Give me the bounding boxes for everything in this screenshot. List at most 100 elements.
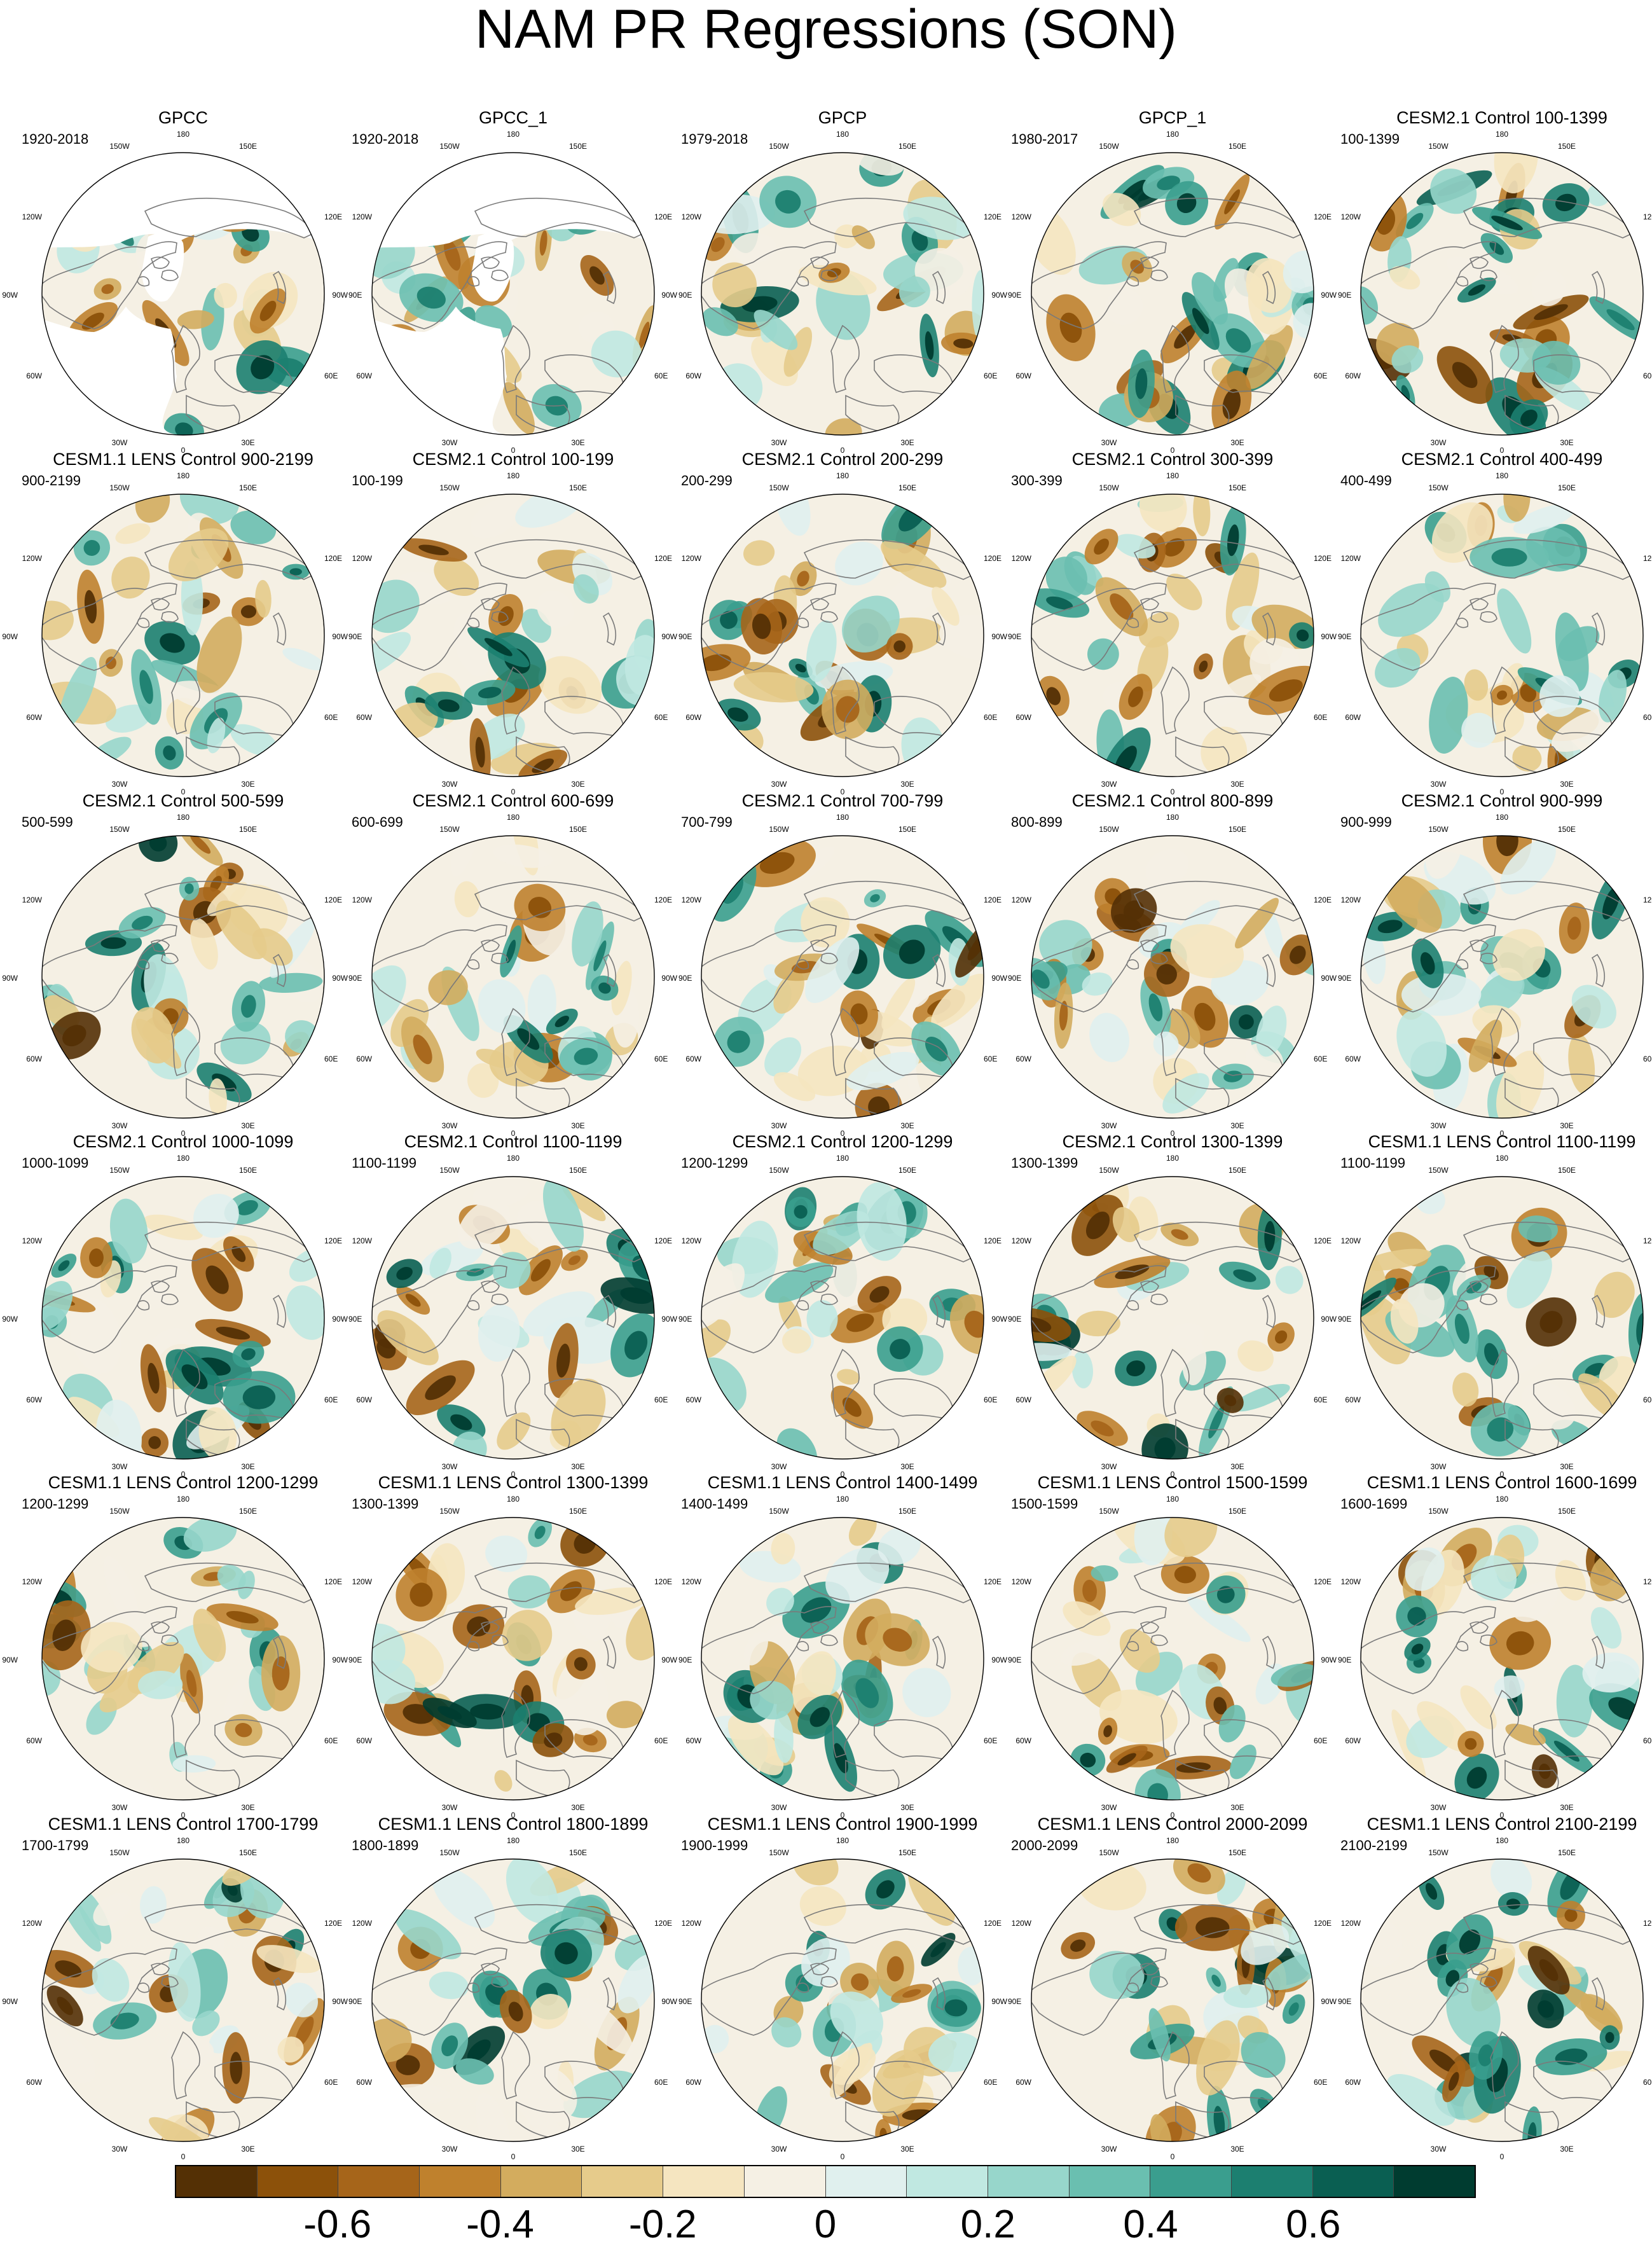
longitude-label: 120E bbox=[324, 212, 342, 221]
longitude-label: 180 bbox=[1166, 813, 1179, 822]
longitude-label: 90W bbox=[991, 291, 1007, 300]
longitude-label: 150E bbox=[239, 825, 257, 834]
longitude-label: 120W bbox=[22, 1236, 43, 1245]
longitude-label: 120E bbox=[984, 212, 1002, 221]
longitude-label: 150E bbox=[1558, 1166, 1576, 1175]
period-label: 1920-2018 bbox=[352, 131, 419, 147]
longitude-label: 90W bbox=[2, 974, 18, 983]
longitude-label: 60E bbox=[324, 1736, 338, 1745]
longitude-label: 90W bbox=[2, 1997, 18, 2006]
colorbar-swatch bbox=[906, 2166, 988, 2197]
map-boundary bbox=[1031, 1176, 1314, 1460]
longitude-label: 60E bbox=[1314, 2078, 1327, 2087]
longitude-label: 90W bbox=[1321, 632, 1337, 641]
longitude-label: 90W bbox=[332, 632, 348, 641]
longitude-label: 0 bbox=[841, 446, 845, 455]
longitude-label: 0 bbox=[841, 1811, 845, 1820]
longitude-label: 90W bbox=[991, 1315, 1007, 1324]
longitude-label: 150E bbox=[898, 1848, 916, 1857]
longitude-label: 30E bbox=[241, 1462, 254, 1471]
longitude-label: 60E bbox=[1643, 1736, 1652, 1745]
map-panel: CESM2.1 Control 1000-1099 180 0 90W 90E 150W 1… bbox=[2, 1132, 362, 1479]
longitude-label: 90W bbox=[661, 1315, 677, 1324]
map-panel: CESM1.1 LENS Control 900-2199 180 0 90W 90E 1… bbox=[2, 450, 362, 796]
period-label: 100-1399 bbox=[1340, 131, 1400, 147]
longitude-label: 0 bbox=[181, 1129, 186, 1138]
longitude-label: 0 bbox=[1500, 446, 1504, 455]
colorbar-swatch bbox=[1068, 2166, 1150, 2197]
longitude-label: 60E bbox=[324, 1395, 338, 1404]
map-boundary bbox=[701, 835, 984, 1119]
longitude-label: 60W bbox=[356, 2078, 372, 2087]
period-label: 1700-1799 bbox=[22, 1837, 89, 1853]
longitude-label: 90E bbox=[1008, 974, 1021, 983]
coastline bbox=[372, 539, 645, 775]
longitude-label: 90E bbox=[1338, 974, 1351, 983]
longitude-label: 120E bbox=[1314, 895, 1332, 904]
map-panel: CESM1.1 LENS Control 1300-1399 180 0 90W 90E… bbox=[332, 1473, 692, 1820]
longitude-label: 150E bbox=[1558, 825, 1576, 834]
map-panel: CESM1.1 LENS Control 1700-1799 180 0 90W 90E… bbox=[2, 1815, 362, 2161]
longitude-label: 120E bbox=[984, 895, 1002, 904]
longitude-label: 60E bbox=[984, 1736, 997, 1745]
period-label: 1200-1299 bbox=[22, 1496, 89, 1512]
longitude-label: 150W bbox=[1428, 825, 1449, 834]
longitude-label: 90E bbox=[348, 1997, 362, 2006]
panel-title: CESM1.1 LENS Control 2000-2099 bbox=[1037, 1815, 1308, 1834]
period-label: 100-199 bbox=[352, 473, 403, 488]
longitude-label: 60W bbox=[26, 2078, 42, 2087]
map-panel: CESM1.1 LENS Control 1100-1199 180 0 90W90E… bbox=[1321, 1132, 1652, 1479]
colorbar-swatch bbox=[987, 2166, 1069, 2197]
longitude-label: 30E bbox=[241, 1121, 254, 1130]
longitude-label: 60E bbox=[654, 2078, 668, 2087]
longitude-label: 30E bbox=[1560, 1462, 1573, 1471]
longitude-label: 30W bbox=[112, 780, 128, 789]
longitude-label: 150W bbox=[1099, 825, 1119, 834]
longitude-label: 120W bbox=[352, 1236, 373, 1245]
map-boundary bbox=[1360, 1858, 1644, 2142]
longitude-label: 120W bbox=[682, 212, 702, 221]
longitude-label: 120W bbox=[1012, 895, 1032, 904]
longitude-label: 30E bbox=[900, 1121, 914, 1130]
longitude-label: 30E bbox=[1560, 1121, 1573, 1130]
longitude-label: 30E bbox=[1230, 1462, 1244, 1471]
longitude-label: 0 bbox=[1500, 2152, 1504, 2161]
map-boundary bbox=[371, 1858, 655, 2142]
longitude-label: 120W bbox=[1341, 554, 1361, 563]
panel-title: CESM1.1 LENS Control 1500-1599 bbox=[1037, 1473, 1308, 1492]
longitude-label: 30W bbox=[112, 1462, 128, 1471]
longitude-label: 180 bbox=[1166, 471, 1179, 480]
longitude-label: 150E bbox=[898, 483, 916, 492]
longitude-label: 180 bbox=[836, 1836, 849, 1845]
period-label: 2100-2199 bbox=[1340, 1837, 1408, 1853]
longitude-label: 60E bbox=[1314, 1054, 1327, 1063]
longitude-label: 120E bbox=[324, 1919, 342, 1928]
longitude-label: 90E bbox=[1008, 1315, 1021, 1324]
map-panel: CESM2.1 Control 1100-1199 180 0 90W 90E 150W 1… bbox=[332, 1132, 692, 1479]
longitude-label: 90E bbox=[1338, 1997, 1351, 2006]
coastline bbox=[42, 880, 315, 1116]
longitude-label: 180 bbox=[1496, 1154, 1508, 1163]
longitude-label: 180 bbox=[1496, 471, 1508, 480]
longitude-label: 150E bbox=[239, 1848, 257, 1857]
longitude-label: 60W bbox=[26, 1395, 42, 1404]
panel-title: GPCC bbox=[158, 108, 208, 127]
longitude-label: 90E bbox=[1008, 1656, 1021, 1664]
longitude-label: 90W bbox=[332, 1997, 348, 2006]
longitude-label: 90W bbox=[2, 291, 18, 300]
longitude-label: 150W bbox=[1428, 1507, 1449, 1516]
longitude-label: 30W bbox=[442, 1121, 458, 1130]
longitude-label: 180 bbox=[507, 813, 520, 822]
longitude-label: 0 bbox=[181, 446, 186, 455]
longitude-label: 0 bbox=[841, 787, 845, 796]
coastline bbox=[1361, 880, 1634, 1116]
figure-title: NAM PR Regressions (SON) bbox=[475, 0, 1177, 60]
